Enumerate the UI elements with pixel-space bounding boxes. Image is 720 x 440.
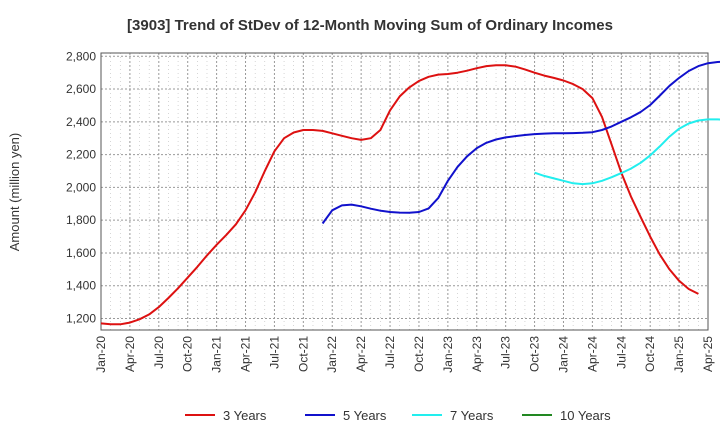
x-tick-label: Jul-20 [152, 336, 166, 369]
x-tick-label: Apr-24 [585, 336, 599, 372]
grid [101, 53, 708, 330]
x-tick-label: Jan-22 [325, 336, 339, 373]
series-line-5-years [321, 60, 720, 225]
x-tick-label: Apr-22 [354, 336, 368, 372]
y-tick-label: 2,000 [66, 180, 96, 194]
x-tick-label: Jul-21 [267, 336, 281, 369]
x-tick-label: Jan-23 [441, 336, 455, 373]
x-tick-label: Oct-22 [412, 336, 426, 372]
x-tick-label: Apr-21 [239, 336, 253, 372]
x-tick-label: Jan-24 [556, 336, 570, 373]
legend: 3 Years 5 Years 7 Years 10 Years [185, 408, 611, 423]
y-axis: 1,200 1,400 1,600 1,800 2,000 2,200 2,400 2,600… [66, 49, 96, 325]
x-tick-label: Jan-20 [94, 336, 108, 373]
y-tick-label: 1,400 [66, 279, 96, 293]
y-tick-label: 1,600 [66, 246, 96, 260]
x-tick-label: Jul-23 [499, 336, 513, 369]
y-tick-label: 2,800 [66, 49, 96, 63]
x-tick-label: Jul-22 [383, 336, 397, 369]
y-tick-label: 1,800 [66, 213, 96, 227]
legend-label-10-years: 10 Years [560, 408, 611, 423]
series-line-3-years [100, 64, 699, 326]
x-tick-label: Jul-24 [614, 336, 628, 369]
legend-label-7-years: 7 Years [450, 408, 494, 423]
series-line-7-years [534, 118, 720, 186]
x-tick-label: Oct-24 [643, 336, 657, 372]
y-tick-label: 2,600 [66, 82, 96, 96]
legend-label-3-years: 3 Years [223, 408, 267, 423]
x-tick-label: Apr-25 [701, 336, 715, 372]
plot-area [100, 52, 709, 331]
x-tick-label: Apr-20 [123, 336, 137, 372]
y-tick-label: 1,200 [66, 312, 96, 326]
legend-label-5-years: 5 Years [343, 408, 387, 423]
y-axis-label: Amount (million yen) [7, 133, 22, 252]
x-axis: Jan-20 Apr-20 Jul-20 Oct-20 Jan-21 Apr-21 Jul-… [94, 336, 715, 373]
chart-title: [3903] Trend of StDev of 12-Month Moving… [127, 17, 613, 34]
x-tick-label: Jan-21 [210, 336, 224, 373]
y-tick-label: 2,400 [66, 115, 96, 129]
x-tick-label: Oct-21 [296, 336, 310, 372]
x-tick-label: Jan-25 [672, 336, 686, 373]
y-tick-label: 2,200 [66, 148, 96, 162]
series-group [100, 60, 720, 326]
x-tick-label: Oct-23 [528, 336, 542, 372]
x-tick-label: Oct-20 [181, 336, 195, 372]
x-tick-label: Apr-23 [470, 336, 484, 372]
